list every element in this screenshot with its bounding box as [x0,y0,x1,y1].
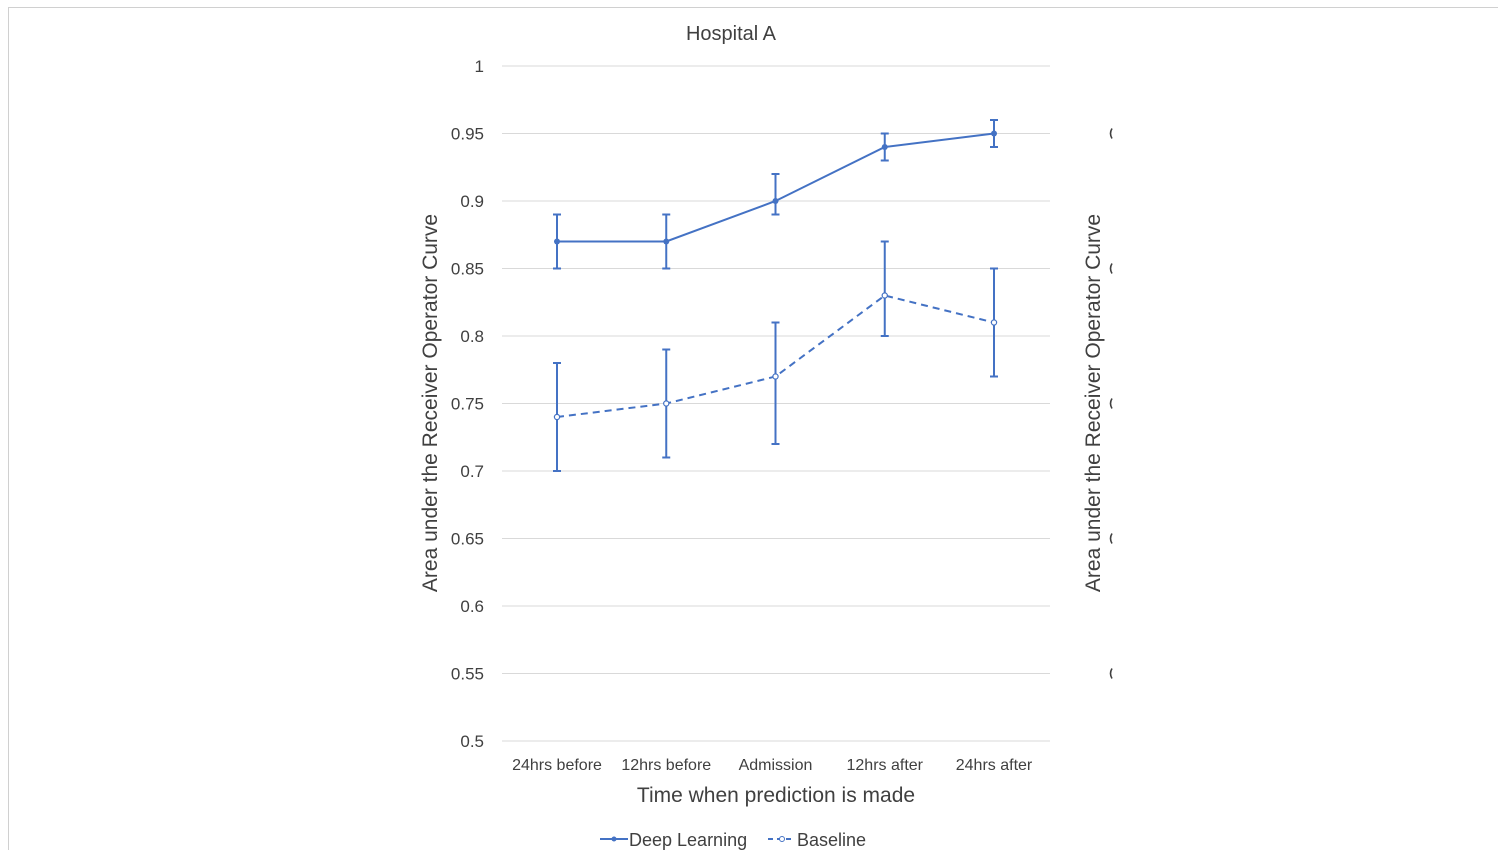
data-point [881,292,888,299]
chart-title: Hospital A [686,23,777,45]
data-point [663,238,670,245]
y-tick-label: 0.6 [460,597,484,616]
y-tick-label: 0.55 [451,665,484,684]
data-point [772,198,779,204]
x-axis-categories: 24hrs before 12hrs before Admission 12hrs a… [512,757,1033,774]
data-point [553,413,561,421]
y-axis-title: Area under the Receiver Operator Curve [419,214,442,592]
y-axis-ticks: 0.5 0.55 0.6 0.65 0.7 0.75 0.8 0.85 0.9 0.95 1 [451,57,484,751]
y-tick-label: 0.7 [460,462,484,481]
data-point [772,373,779,380]
series-layer [553,119,998,472]
legend-marker-baseline [779,836,785,842]
secondary-y-axis-title: Area under the Receiver Operator Curve [1082,214,1105,592]
secondary-y-tick-fragments [1109,128,1113,679]
y-tick-label: 0.9 [460,192,484,211]
secondary-tick-fragment [1109,263,1113,274]
y-tick-label: 0.95 [451,125,484,144]
legend-item-deep-learning: Deep Learning [600,830,747,850]
secondary-tick-fragment [1109,668,1113,679]
data-point [881,144,888,150]
data-point [663,400,670,407]
y-tick-label: 0.5 [460,732,484,751]
x-category-label: Admission [739,757,813,774]
secondary-tick-fragment [1109,128,1113,139]
y-tick-label: 0.65 [451,530,484,549]
x-category-label: 24hrs before [512,757,602,774]
legend-marker-deep-learning [611,836,617,842]
secondary-tick-fragment [1109,533,1113,544]
x-category-label: 24hrs after [956,757,1033,774]
legend-label-deep-learning: Deep Learning [629,830,747,850]
series-baseline [553,240,998,472]
y-tick-label: 0.85 [451,260,484,279]
y-tick-label: 0.75 [451,395,484,414]
secondary-chart-panel: Area under the Receiver Operator Curve [1082,128,1113,679]
secondary-tick-fragment [1109,398,1113,409]
frame-top-border [8,7,1498,8]
y-tick-label: 0.8 [460,327,484,346]
legend-item-baseline: Baseline [768,830,866,850]
y-tick-label: 1 [475,57,484,76]
series-deep-learning [553,119,998,270]
data-point [991,130,997,137]
gridlines [502,65,1050,742]
frame-left-border [8,7,9,850]
x-category-label: 12hrs after [847,757,924,774]
data-point [990,319,998,326]
data-point [554,238,560,245]
x-category-label: 12hrs before [621,757,711,774]
legend: Deep Learning Baseline [600,830,866,850]
x-axis-title: Time when prediction is made [637,784,915,807]
legend-label-baseline: Baseline [797,830,866,850]
